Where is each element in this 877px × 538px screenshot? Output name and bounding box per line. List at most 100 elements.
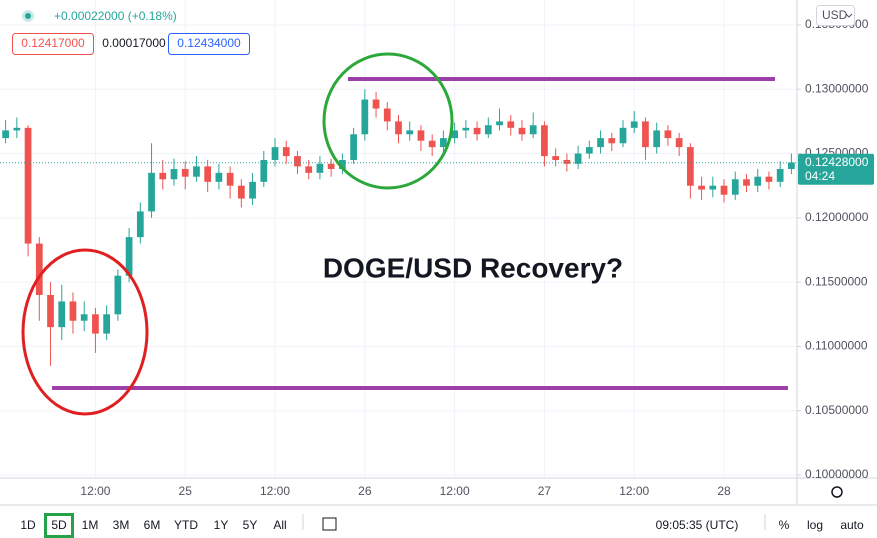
candle-body [484,125,492,135]
currency-select[interactable] [816,5,855,26]
x-tick-label: 12:00 [440,484,470,498]
candle-body [159,172,167,180]
ask-box[interactable] [168,33,250,55]
candle-body [2,130,9,139]
candle-body [788,162,795,169]
log-toggle[interactable]: log [807,518,823,532]
range-button[interactable]: 6M [144,518,161,532]
candle-body [103,314,111,334]
status-dot [25,13,31,19]
candle-body [686,147,694,186]
settings-icon[interactable] [831,486,843,498]
y-tick-label: 0.12000000 [805,210,869,224]
y-tick-label: 0.10000000 [805,467,869,481]
candle-body [193,166,200,177]
candle-body [226,172,234,186]
candle-body [597,138,604,148]
green-circle [322,52,454,190]
candle-body [776,168,784,182]
candle-body [372,99,380,109]
range-button[interactable]: 1Y [214,518,229,532]
range-button[interactable]: All [273,518,286,532]
candles [0,89,797,366]
x-tick-label: 28 [717,484,731,498]
candle-body [271,147,279,160]
y-tick-label: 0.13000000 [805,81,869,95]
candle-body [181,168,189,177]
candle-body [215,172,223,182]
candle-body [720,185,728,195]
bid: 0.12417000 [21,36,85,50]
y-tick-label: 0.10500000 [805,403,869,417]
x-tick-label: 27 [538,484,552,498]
candle-body [361,99,369,135]
last-price-box [798,153,874,185]
candle-body [148,172,155,212]
dropdown-arrow [845,13,853,18]
change: +0.00022000 (+0.18%) [54,9,177,23]
candle-body [451,130,458,139]
candle-body [765,176,773,182]
y-tick-label: 0.11000000 [805,339,868,353]
compare-icon[interactable] [322,517,337,531]
candle-body [282,147,290,157]
candle-body [24,127,32,244]
percent-toggle[interactable]: % [779,518,790,532]
candle-body [35,243,43,296]
candle-body [170,168,178,180]
range-button[interactable]: 5D [51,518,67,532]
candle-body [204,166,212,182]
range-button[interactable]: YTD [174,518,198,532]
candle-body [92,314,99,334]
spread: 0.00017000 [102,36,166,50]
candle-body [339,159,346,169]
candle-body [552,156,560,160]
bid-box[interactable] [12,33,94,55]
grid [0,0,797,478]
last-price-label: 0.12428000 [805,155,869,169]
range-button[interactable]: 5Y [243,518,258,532]
candle-body [608,138,616,144]
candle-body [642,121,649,148]
candle-body [417,130,425,141]
clock: 09:05:35 (UTC) [656,518,739,532]
candle-body [136,211,144,238]
candle-body [496,121,503,126]
candle-body [406,130,414,135]
x-tick-label: 12:00 [619,484,649,498]
x-tick-label: 25 [179,484,193,498]
range-button[interactable]: 1D [20,518,36,532]
auto-toggle[interactable]: auto [840,518,864,532]
candle-body [260,159,268,182]
candle-body [653,130,661,148]
candle-body [698,185,705,190]
candle-body [69,301,77,321]
candle-body [237,185,245,199]
range-button[interactable]: 1M [82,518,99,532]
candle-body [507,121,515,128]
selected-range-box [44,513,74,538]
candle-body [58,301,66,328]
x-tick-label: 26 [358,484,372,498]
candle-body [630,121,638,128]
candle-body [709,185,717,190]
range-button[interactable]: 3M [113,518,130,532]
candle-body [428,140,436,148]
currency: USD [822,8,848,22]
candle-body [473,127,481,135]
candle-body [563,159,571,164]
candle-body [383,108,391,122]
candle-body [675,138,683,148]
candle-body [518,127,526,135]
candle-body [249,181,256,199]
ask: 0.12434000 [177,36,241,50]
candle-body [731,179,739,195]
toolbar: 1D 5D 1M 3M 6M YTD 1Y 5Y All [20,513,287,538]
candle-body [114,275,122,315]
candle-body [541,125,548,157]
red-circle [21,248,149,416]
candle-body [47,295,54,328]
candle-body [13,127,21,131]
candle-body [305,166,313,173]
